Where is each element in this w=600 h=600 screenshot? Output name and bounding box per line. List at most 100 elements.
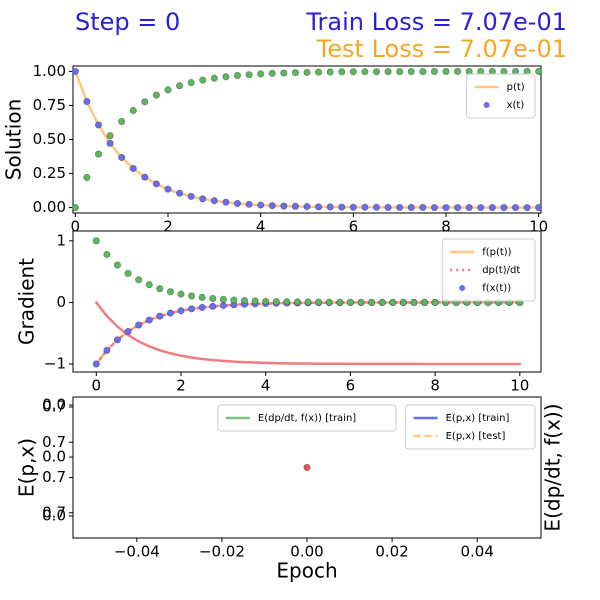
- y-tick-label: 0.25: [33, 164, 66, 182]
- data-point: [92, 360, 100, 368]
- data-point: [419, 67, 427, 76]
- x-axis-label: Epoch: [276, 559, 337, 583]
- data-point: [453, 67, 462, 76]
- data-point: [419, 203, 427, 212]
- y-tick-label: 0.0: [42, 448, 66, 466]
- legend-label: f(x(t)): [482, 283, 511, 294]
- x-tick-label: 10: [510, 377, 529, 395]
- data-point: [283, 298, 291, 306]
- data-point: [152, 180, 161, 188]
- data-point: [71, 203, 79, 212]
- data-point: [268, 69, 276, 77]
- data-point: [209, 294, 217, 303]
- data-point: [245, 71, 253, 79]
- legend: E(dp/dt, f(x)) [train]: [217, 404, 397, 432]
- data-point: [145, 281, 153, 289]
- data-point: [209, 302, 217, 310]
- data-point: [314, 203, 323, 211]
- data-point: [83, 97, 91, 106]
- data-point: [396, 67, 404, 76]
- x-tick-label: 10: [529, 218, 548, 236]
- legend-marker: [459, 285, 466, 291]
- data-point: [166, 288, 175, 296]
- data-point: [293, 298, 302, 306]
- data-point: [430, 67, 439, 76]
- data-point: [361, 203, 369, 211]
- data-point: [399, 298, 407, 306]
- data-point: [210, 197, 218, 205]
- data-point: [92, 237, 100, 245]
- data-point: [357, 298, 365, 306]
- data-point: [71, 67, 79, 76]
- data-point: [315, 298, 323, 306]
- data-point: [187, 192, 195, 200]
- data-point: [210, 74, 218, 82]
- x-tick-label: −0.02: [199, 543, 245, 561]
- data-point: [367, 298, 376, 306]
- x-tick-label: 8: [430, 377, 440, 395]
- data-point: [106, 132, 114, 140]
- legend-label: x(t): [507, 100, 525, 111]
- data-point: [177, 307, 185, 315]
- data-point: [442, 67, 450, 76]
- legend-box: [217, 404, 397, 432]
- data-point: [431, 298, 439, 307]
- data-point: [164, 86, 172, 94]
- y-tick-label: 1.00: [33, 62, 66, 80]
- legend-label: E(p,x) [train]: [446, 413, 510, 424]
- data-point: [378, 298, 386, 306]
- data-point: [230, 296, 238, 304]
- data-point: [187, 292, 196, 300]
- data-point: [233, 71, 242, 80]
- data-point: [103, 346, 111, 354]
- data-point: [361, 68, 369, 76]
- x-tick-label: 0.02: [375, 543, 408, 561]
- data-point: [410, 298, 418, 306]
- data-point: [175, 82, 184, 90]
- data-point: [257, 201, 265, 209]
- x-tick-label: 2: [176, 377, 186, 395]
- axes: 0 2 4 6 8 10 −1 0 1 Gradient f(p(t)) dp(t)/dt f(x(t)…: [15, 230, 542, 395]
- axes: −0.04 −0.02 0.00 0.02 0.040.70.70.70.70.00.0…: [15, 396, 565, 583]
- data-point: [407, 203, 415, 212]
- legend: f(p(t)) dp(t)/dt f(x(t)): [441, 238, 536, 302]
- y-tick-label: 0.50: [33, 130, 66, 148]
- y-tick-label: −1: [44, 354, 66, 372]
- data-point: [384, 67, 392, 76]
- data-point: [135, 321, 143, 329]
- data-point: [477, 203, 485, 212]
- data-point: [103, 250, 111, 259]
- axes-frame: [72, 230, 542, 373]
- data-point: [268, 202, 276, 210]
- data-point: [326, 68, 334, 76]
- data-point: [535, 67, 543, 76]
- data-point: [240, 296, 249, 305]
- data-point: [222, 198, 230, 206]
- legend-marker: [483, 102, 490, 108]
- data-point: [291, 69, 300, 77]
- y-axis-label: Gradient: [15, 258, 39, 345]
- x-tick-label: −0.04: [114, 543, 160, 561]
- data-point: [257, 70, 265, 78]
- data-point: [389, 298, 397, 306]
- x-tick-label: 0.04: [460, 543, 493, 561]
- data-point: [156, 285, 164, 293]
- x-tick-label: 0: [92, 377, 102, 395]
- y-tick-label: 0.00: [33, 198, 66, 216]
- data-point: [156, 312, 164, 320]
- x-tick-label: 0.00: [290, 543, 323, 561]
- data-point: [488, 203, 496, 212]
- data-point: [420, 298, 429, 307]
- data-point: [199, 76, 207, 84]
- data-point: [384, 203, 392, 212]
- x-tick-label: 6: [349, 218, 359, 236]
- y-tick-label: 0: [56, 293, 66, 311]
- test-loss-title: Test Loss = 7.07e-01: [316, 35, 567, 63]
- data-point: [291, 202, 300, 210]
- y-tick-label: 0.7: [42, 503, 66, 521]
- data-point: [145, 316, 153, 324]
- data-point: [106, 139, 114, 147]
- data-point: [303, 68, 311, 76]
- data-point: [326, 203, 334, 211]
